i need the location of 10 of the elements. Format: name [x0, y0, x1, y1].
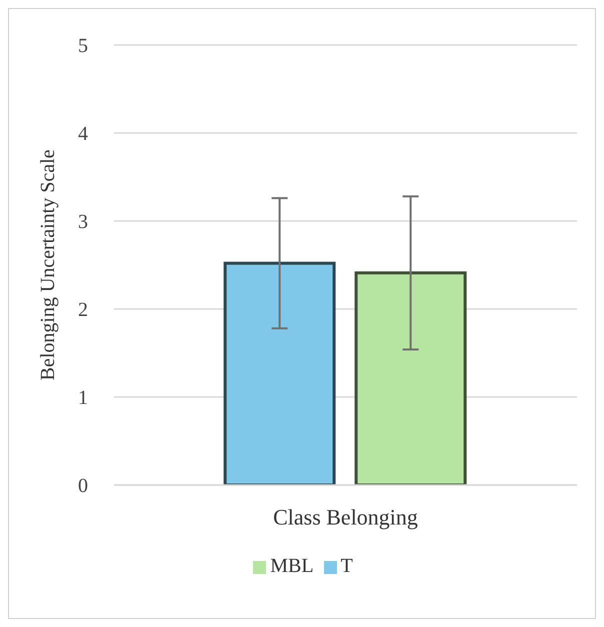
y-tick-label: 2	[78, 299, 88, 322]
legend-label: MBL	[270, 555, 314, 577]
y-tick-label: 3	[78, 211, 88, 234]
y-tick-label: 4	[78, 123, 88, 146]
y-tick-label: 5	[78, 35, 88, 58]
y-tick-label: 1	[78, 387, 88, 410]
y-tick-label: 0	[78, 475, 88, 498]
y-axis-title: Belonging Uncertainty Scale	[37, 149, 60, 381]
legend-label: T	[340, 555, 353, 577]
x-axis-title: Class Belonging	[273, 504, 418, 530]
